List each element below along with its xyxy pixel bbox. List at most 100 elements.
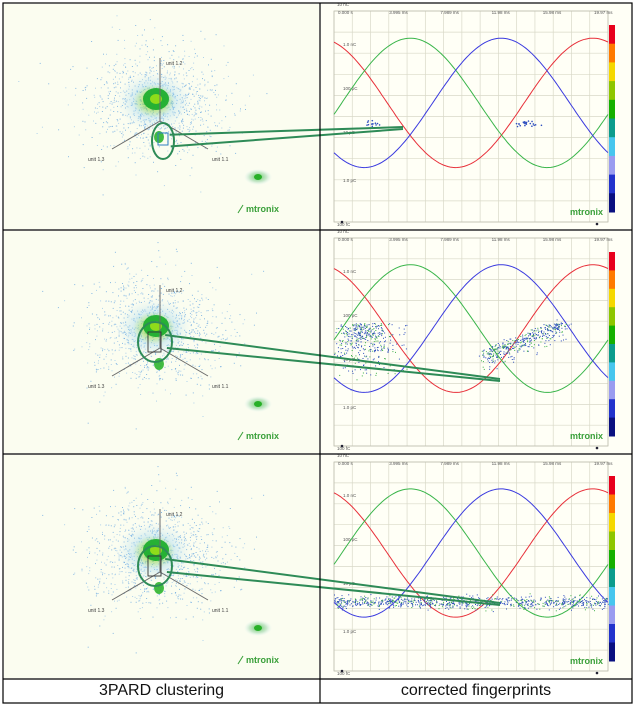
time-tick-label: 7.989 ms bbox=[440, 461, 459, 466]
time-tick-label: 11.98 ms bbox=[492, 10, 511, 15]
colorbar-segment bbox=[609, 624, 615, 643]
cluster-axes bbox=[111, 285, 209, 377]
connector-line-lower bbox=[166, 347, 501, 382]
mtronix-logo: mtronix bbox=[570, 656, 603, 666]
cluster-plot: unit 1.2 unit 1.3 unit 1.1 mtronix bbox=[4, 231, 319, 453]
mtronix-logo: mtronix bbox=[246, 431, 279, 441]
connector-line-upper bbox=[165, 558, 501, 604]
colorbar-segment bbox=[609, 494, 615, 514]
secondary-cluster bbox=[154, 131, 164, 143]
row-3: unit 1.2 unit 1.3 unit 1.1 mtronix 0.000 s 3.… bbox=[4, 453, 631, 678]
charge-label: 10 nC bbox=[337, 229, 350, 234]
axis-unit-1-1 bbox=[159, 571, 209, 601]
time-tick-label: 7.989 ms bbox=[440, 237, 459, 242]
logo-mark bbox=[237, 655, 244, 665]
charge-label: 10 nC bbox=[337, 453, 350, 458]
charge-label: 1.0 nC bbox=[343, 269, 357, 274]
sine-phase-red bbox=[333, 264, 609, 393]
cursor-dot bbox=[340, 669, 344, 673]
rows-layer: unit 1.2 unit 1.3 unit 1.1 mtronix 0.000 s 3.… bbox=[4, 2, 631, 678]
time-tick-label: 19.97 ms bbox=[594, 237, 613, 242]
axis-label: unit 1.2 bbox=[166, 61, 183, 67]
axis-label: unit 1.2 bbox=[166, 288, 183, 294]
caption-3pard-clustering: 3PARD clustering bbox=[98, 682, 225, 699]
colorbar-segment bbox=[609, 25, 615, 45]
charge-label: 1.0 nC bbox=[343, 42, 357, 47]
connector-line-lower bbox=[166, 571, 501, 606]
logo-mark bbox=[237, 431, 244, 441]
fingerprint-plot: 0.000 s 3.995 ms 7.989 ms 11.98 ms 15.98 ms 1… bbox=[321, 229, 631, 453]
axis-label: unit 1.3 bbox=[88, 608, 105, 614]
colorbar-segment bbox=[609, 605, 615, 625]
sine-phase-green bbox=[333, 37, 609, 169]
cluster-plot: unit 1.2 unit 1.3 unit 1.1 mtronix bbox=[4, 455, 319, 678]
selection-box bbox=[157, 132, 169, 146]
colorbar-segment bbox=[609, 568, 615, 588]
time-tick-label: 7.989 ms bbox=[440, 10, 459, 15]
time-tick-label: 15.98 ms bbox=[543, 10, 562, 15]
caption-corrected-fingerprints: corrected fingerprints bbox=[400, 682, 552, 699]
colorbar-segment bbox=[609, 642, 615, 662]
axis-label: unit 1.1 bbox=[212, 384, 229, 390]
highlight-ellipse bbox=[137, 545, 173, 587]
charge-label: 100 fC bbox=[337, 222, 351, 227]
time-tick-label: 3.995 ms bbox=[389, 461, 408, 466]
colorbar-segment bbox=[609, 417, 615, 437]
colorbar-segment bbox=[609, 288, 615, 308]
plot-frame bbox=[333, 461, 609, 672]
time-tick-label: 15.98 ms bbox=[543, 237, 562, 242]
colorbar-segment bbox=[609, 531, 615, 551]
selection-box bbox=[147, 555, 162, 577]
colorbar-segment bbox=[609, 252, 615, 271]
axis-label: unit 1.1 bbox=[212, 157, 229, 163]
time-tick-label: 15.98 ms bbox=[543, 461, 562, 466]
sine-phase-blue bbox=[333, 37, 609, 169]
cursor-dot bbox=[595, 446, 599, 450]
colorbar-segment bbox=[609, 344, 615, 363]
charge-label: 1.0 nC bbox=[343, 493, 357, 498]
time-tick-label: 19.97 ms bbox=[594, 461, 613, 466]
axis-unit-1-3 bbox=[111, 571, 161, 601]
pd-pattern bbox=[366, 119, 543, 129]
charge-label: 10 nC bbox=[337, 2, 350, 7]
charge-label: 100 fC bbox=[337, 446, 351, 451]
row-2: unit 1.2 unit 1.3 unit 1.1 mtronix 0.000 s 3.… bbox=[4, 229, 631, 453]
mtronix-logo: mtronix bbox=[570, 207, 603, 217]
highlight-connector bbox=[137, 545, 501, 606]
pd-pattern bbox=[334, 319, 572, 391]
cluster-axes bbox=[111, 509, 209, 601]
fingerprint-grid bbox=[333, 237, 609, 447]
colorbar-segment bbox=[609, 270, 615, 290]
charge-label: 1.0 pC bbox=[343, 629, 357, 634]
sine-phase-red bbox=[333, 37, 609, 169]
time-tick-label: 0.000 s bbox=[338, 237, 354, 242]
cursor-dot bbox=[340, 444, 344, 448]
axis-unit-1-3 bbox=[111, 347, 161, 377]
colorbar-segment bbox=[609, 307, 615, 327]
charge-label: 1.0 pC bbox=[343, 178, 357, 183]
colorbar-segment bbox=[609, 137, 615, 157]
axis-label: unit 1.3 bbox=[88, 384, 105, 390]
unit-1-1-cluster-core bbox=[254, 174, 262, 180]
sine-phase-green bbox=[333, 488, 609, 618]
row-1: unit 1.2 unit 1.3 unit 1.1 mtronix 0.000 s 3.… bbox=[4, 2, 631, 229]
unit-1-1-cluster-core bbox=[254, 625, 262, 631]
mtronix-logo: mtronix bbox=[246, 655, 279, 665]
plot-frame bbox=[333, 237, 609, 447]
colorbar-segment bbox=[609, 550, 615, 569]
connector-line-lower bbox=[170, 128, 404, 148]
time-tick-label: 11.98 ms bbox=[492, 237, 511, 242]
time-tick-label: 3.995 ms bbox=[389, 10, 408, 15]
connector-line-upper bbox=[169, 126, 404, 136]
colorbar-segment bbox=[609, 174, 615, 194]
mtronix-logo: mtronix bbox=[570, 431, 603, 441]
cursor-dot bbox=[595, 222, 599, 226]
time-tick-label: 0.000 s bbox=[338, 10, 354, 15]
highlight-connector bbox=[151, 122, 404, 160]
fingerprint-plot: 0.000 s 3.995 ms 7.989 ms 11.98 ms 15.98 ms 1… bbox=[321, 2, 631, 229]
colorbar-segment bbox=[609, 325, 615, 345]
colorbar-segment bbox=[609, 513, 615, 532]
colorbar-segment bbox=[609, 380, 615, 400]
